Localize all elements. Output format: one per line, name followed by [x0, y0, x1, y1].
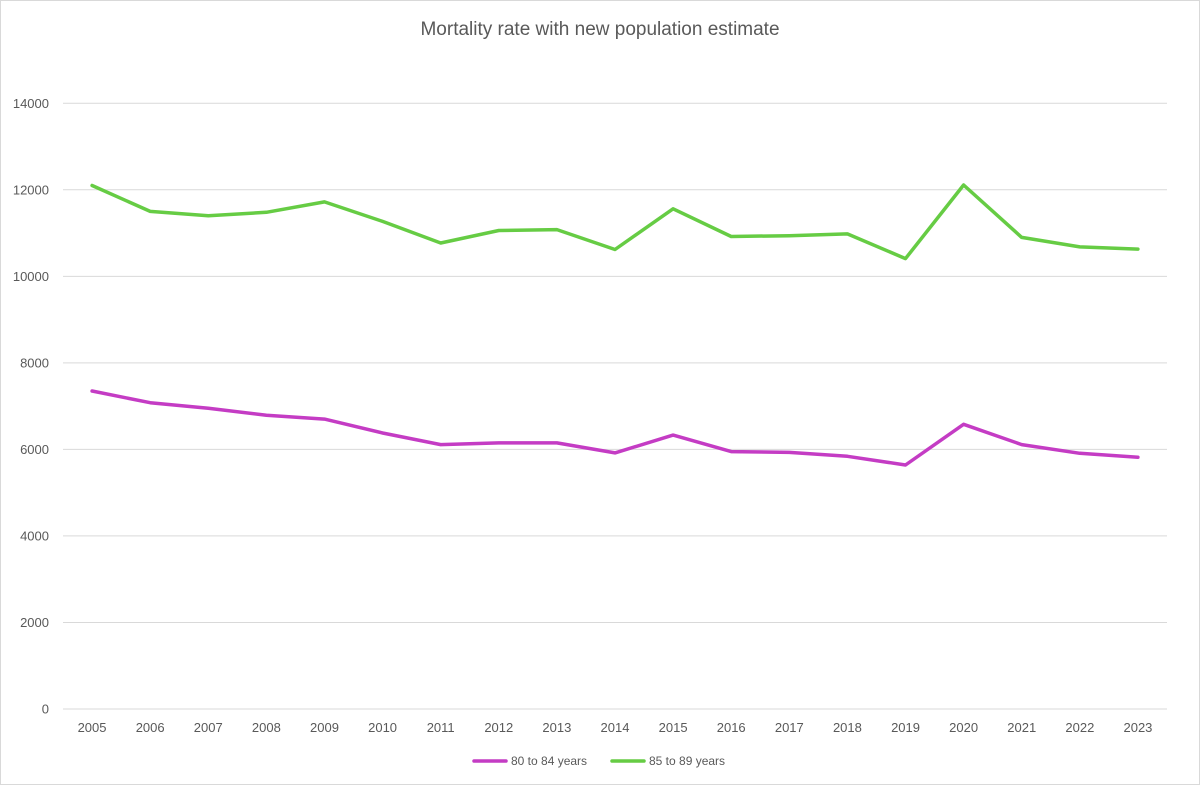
x-tick-label: 2016 — [717, 720, 746, 735]
legend-label: 85 to 89 years — [649, 754, 725, 768]
y-tick-label: 14000 — [13, 96, 49, 111]
x-tick-label: 2020 — [949, 720, 978, 735]
gridlines — [63, 102, 1167, 710]
series-line-80-to-84-years — [90, 389, 1140, 467]
legend-label: 80 to 84 years — [511, 754, 587, 768]
x-tick-label: 2021 — [1007, 720, 1036, 735]
y-tick-label: 6000 — [20, 442, 49, 457]
chart-title: Mortality rate with new population estim… — [420, 19, 779, 40]
x-tick-label: 2006 — [136, 720, 165, 735]
x-tick-label: 2023 — [1123, 720, 1152, 735]
x-tick-label: 2007 — [194, 720, 223, 735]
x-tick-label: 2009 — [310, 720, 339, 735]
x-axis-tick-labels: 2005 2006 2007 2008 2009 2010 2011 2012 2013 2014… — [78, 720, 1153, 735]
x-tick-label: 2011 — [427, 720, 455, 735]
series-line-85-to-89-years — [90, 183, 1140, 261]
x-tick-label: 2019 — [891, 720, 920, 735]
x-tick-label: 2013 — [542, 720, 571, 735]
x-tick-label: 2008 — [252, 720, 281, 735]
x-tick-label: 2012 — [484, 720, 513, 735]
legend: 80 to 84 years 85 to 89 years — [472, 754, 725, 768]
x-tick-label: 2018 — [833, 720, 862, 735]
x-tick-label: 2005 — [78, 720, 107, 735]
y-tick-label: 12000 — [13, 182, 49, 197]
x-tick-label: 2017 — [775, 720, 804, 735]
x-tick-label: 2015 — [659, 720, 688, 735]
y-tick-label: 4000 — [20, 528, 49, 543]
y-tick-label: 10000 — [13, 269, 49, 284]
y-axis-tick-labels: 0 2000 4000 6000 8000 10000 12000 14000 — [13, 96, 49, 717]
x-tick-label: 2022 — [1065, 720, 1094, 735]
x-tick-label: 2010 — [368, 720, 397, 735]
y-tick-label: 2000 — [20, 615, 49, 630]
y-tick-label: 8000 — [20, 355, 49, 370]
series-lines — [90, 183, 1140, 467]
x-tick-label: 2014 — [601, 720, 630, 735]
y-tick-label: 0 — [42, 702, 49, 717]
